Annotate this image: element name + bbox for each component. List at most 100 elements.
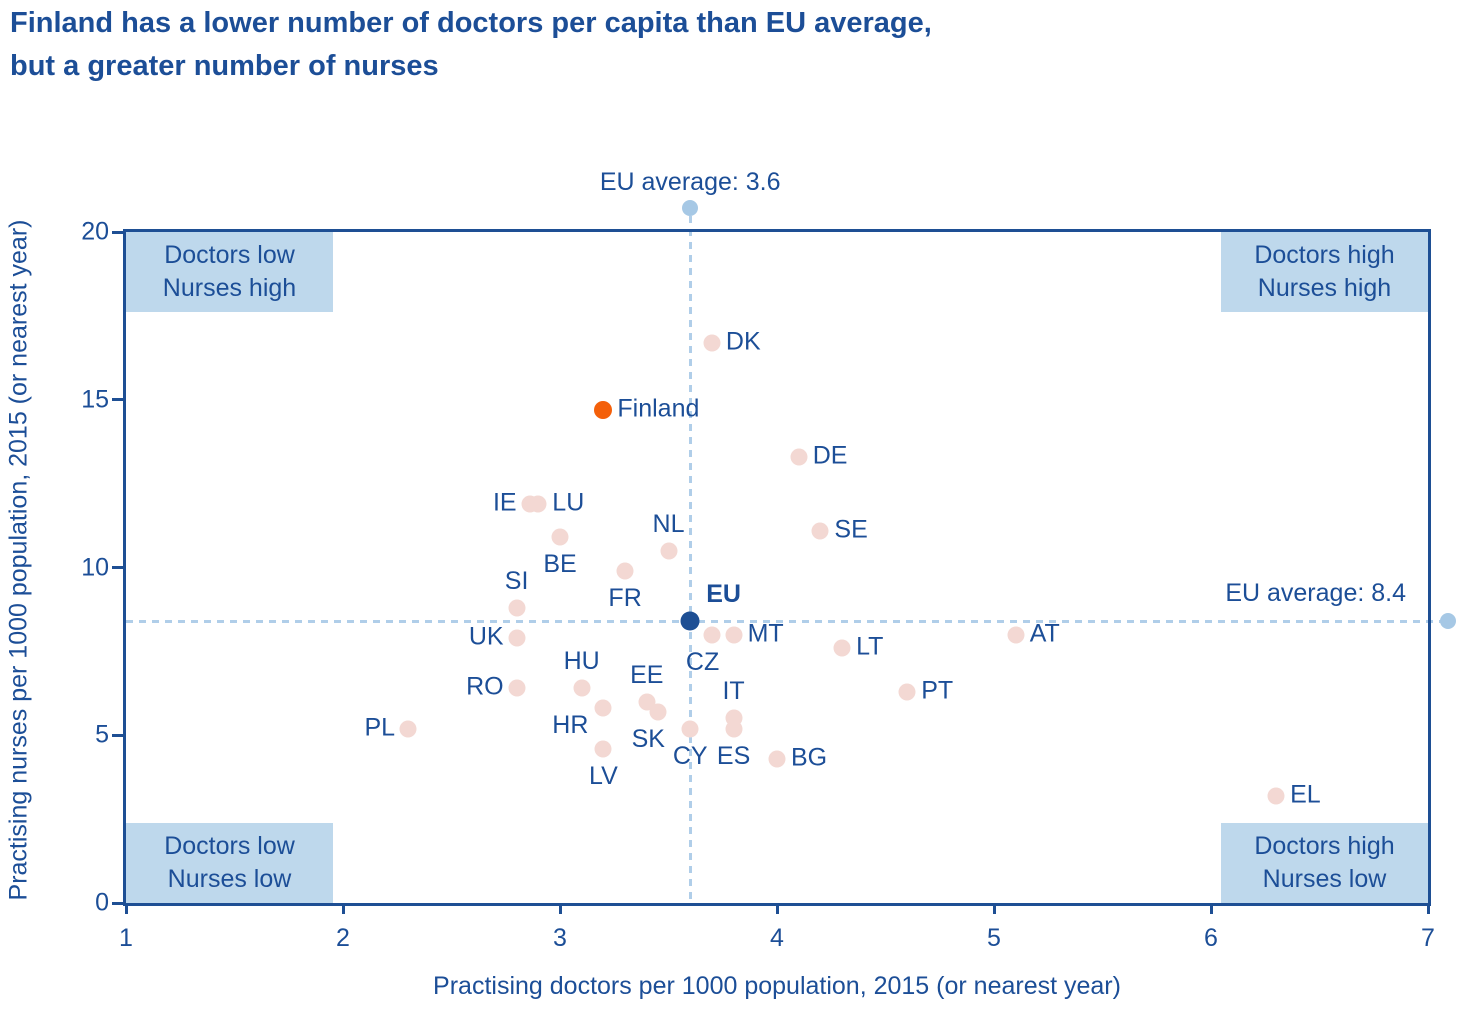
chart-title: Finland has a lower number of doctors pe…	[10, 2, 932, 88]
data-point-label-LT: LT	[856, 632, 884, 661]
data-point-label-UK: UK	[468, 622, 504, 651]
y-tick	[112, 398, 123, 402]
data-point-BE	[551, 528, 569, 546]
data-point-AT	[1007, 626, 1025, 644]
data-point-FR	[616, 562, 634, 580]
x-tick	[775, 903, 779, 914]
data-point-HR	[594, 699, 612, 717]
quadrant-label: Nurses high	[162, 274, 297, 302]
data-point-label-HU: HU	[563, 647, 600, 676]
data-point-BG	[768, 750, 786, 768]
data-point-label-LU: LU	[552, 488, 585, 517]
data-point-label-MT: MT	[747, 618, 784, 647]
data-point-SI	[508, 599, 526, 617]
quadrant-box-top-left: Doctors low Nurses high	[126, 232, 333, 312]
data-point-DK	[703, 334, 721, 352]
y-tick-label: 0	[95, 888, 109, 917]
quadrant-label: Nurses low	[1262, 865, 1387, 893]
data-point-label-AT: AT	[1029, 618, 1060, 647]
x-tick	[124, 903, 128, 914]
data-point-label-PT: PT	[921, 675, 954, 704]
data-point-label-DE: DE	[812, 441, 848, 470]
eu-average-nurses-marker	[1440, 613, 1456, 630]
data-point-LU	[529, 495, 547, 513]
data-point-label-RO: RO	[466, 672, 504, 701]
x-tick	[558, 903, 562, 914]
data-point-RO	[508, 679, 526, 697]
data-point-label-HR: HR	[552, 711, 589, 740]
data-point-Finland	[594, 400, 613, 419]
eu-average-doctors-marker	[682, 200, 699, 216]
data-point-label-NL: NL	[652, 509, 685, 538]
x-tick	[341, 903, 345, 914]
data-point-label-LV: LV	[589, 761, 618, 790]
x-tick-label: 7	[1421, 924, 1435, 952]
data-point-DE	[790, 448, 808, 466]
quadrant-label: Doctors high	[1254, 241, 1395, 269]
x-tick	[992, 903, 996, 914]
data-point-label-FR: FR	[608, 583, 642, 612]
x-tick-label: 1	[119, 924, 133, 952]
data-point-NL	[660, 542, 677, 560]
data-point-label-CY: CY	[672, 741, 708, 770]
data-point-MT	[725, 626, 743, 644]
quadrant-box-bottom-right: Doctors high Nurses low	[1221, 823, 1428, 903]
x-tick-label: 2	[336, 924, 350, 952]
data-point-label-SE: SE	[834, 514, 868, 543]
eu-average-doctors-line	[688, 216, 692, 903]
y-tick-label: 5	[95, 720, 109, 749]
y-tick-label: 20	[81, 217, 109, 246]
y-tick-label: 10	[81, 553, 109, 581]
y-tick	[112, 733, 123, 737]
y-tick	[112, 230, 123, 234]
quadrant-label: Doctors low	[164, 832, 295, 860]
data-point-SK	[649, 703, 667, 721]
data-point-UK	[508, 629, 526, 647]
data-point-label-SK: SK	[631, 724, 665, 753]
x-tick-label: 3	[553, 924, 567, 952]
plot-border	[123, 229, 1431, 906]
data-point-label-Finland: Finland	[617, 394, 700, 423]
eu-average-doctors-label: EU average: 3.6	[599, 168, 781, 196]
plot-area: Doctors low Nurses high Doctors high Nur…	[81, 168, 1456, 952]
x-tick	[1426, 903, 1430, 914]
x-tick-label: 4	[770, 924, 784, 952]
data-point-SE	[811, 522, 829, 540]
y-axis-title: Practising nurses per 1000 population, 2…	[4, 219, 33, 901]
data-point-label-ES: ES	[716, 741, 751, 770]
eu-average-nurses-label: EU average: 8.4	[1225, 579, 1406, 608]
data-point-CY	[681, 720, 699, 738]
x-tick	[1209, 903, 1213, 914]
data-point-label-CZ: CZ	[685, 647, 720, 676]
data-point-PL	[399, 720, 417, 738]
data-point-label-SI: SI	[504, 566, 529, 595]
chart-title-line1: Finland has a lower number of doctors pe…	[10, 7, 932, 39]
x-tick-label: 5	[987, 924, 1001, 952]
x-axis-title: Practising doctors per 1000 population, …	[433, 972, 1121, 1000]
data-point-label-DK: DK	[725, 327, 761, 356]
data-point-label-IT: IT	[722, 677, 745, 706]
data-point-label-IE: IE	[492, 488, 517, 517]
data-point-CZ	[703, 626, 721, 644]
y-tick	[112, 566, 123, 569]
quadrant-label: Doctors high	[1254, 832, 1395, 860]
quadrant-label: Nurses high	[1257, 274, 1392, 302]
chart-title-line2: but a greater number of nurses	[10, 50, 439, 82]
y-tick	[112, 901, 123, 905]
quadrant-label: Nurses low	[167, 865, 292, 893]
data-point-label-PL: PL	[364, 712, 396, 741]
data-point-label-EU: EU	[706, 580, 741, 609]
data-point-label-BG: BG	[791, 743, 828, 772]
data-point-label-EL: EL	[1290, 779, 1321, 808]
data-point-PT	[898, 683, 916, 701]
quadrant-box-bottom-left: Doctors low Nurses low	[126, 823, 333, 903]
quadrant-label: Doctors low	[164, 241, 295, 269]
data-point-LT	[833, 639, 851, 657]
quadrant-box-top-right: Doctors high Nurses high	[1221, 232, 1428, 312]
data-point-HU	[573, 679, 591, 697]
data-point-EU	[680, 611, 700, 631]
eu-average-nurses-line	[126, 619, 1448, 623]
data-point-EL	[1267, 787, 1285, 805]
data-point-label-EE: EE	[630, 660, 664, 689]
data-point-LV	[594, 740, 612, 758]
